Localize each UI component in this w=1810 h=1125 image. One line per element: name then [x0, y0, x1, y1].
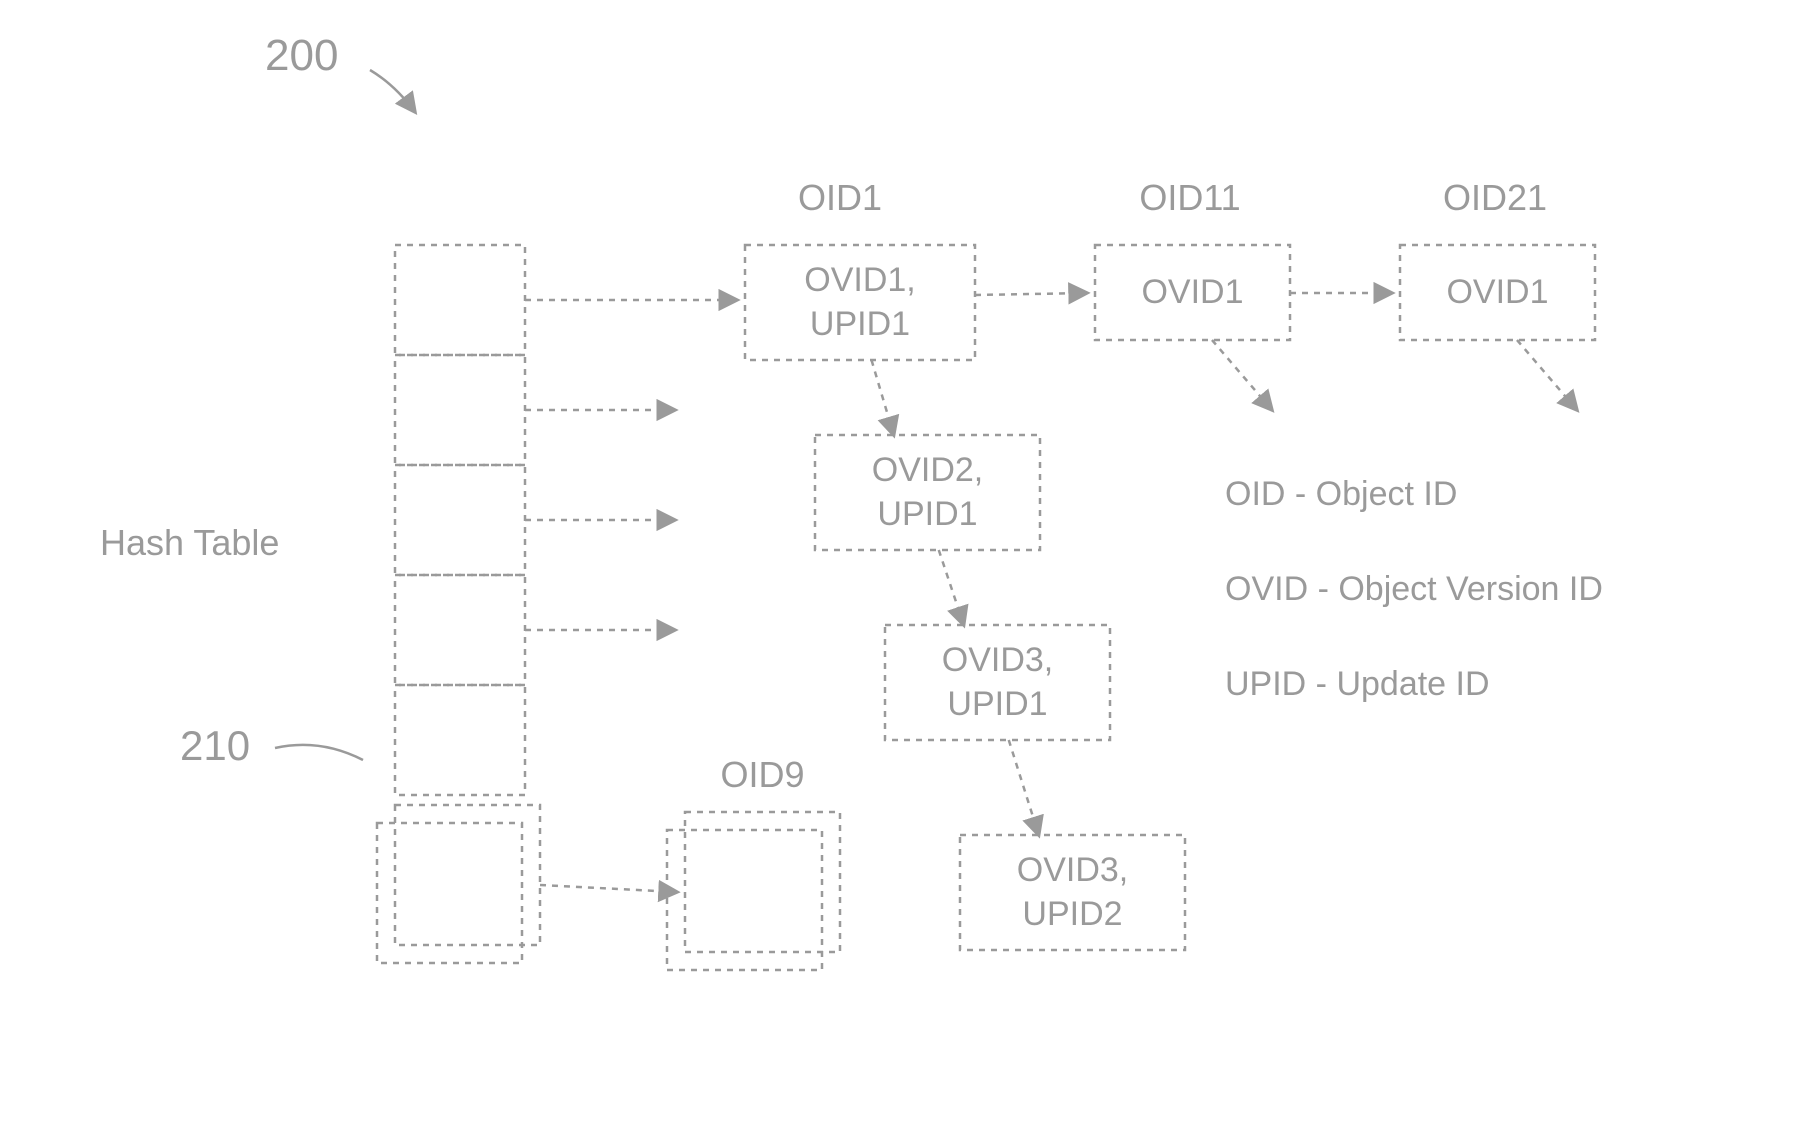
hash-slot	[395, 465, 525, 575]
oid9-box	[667, 830, 822, 970]
version-line1: OVID3,	[942, 641, 1053, 679]
hash-slot	[395, 355, 525, 465]
hash-slot	[395, 685, 525, 795]
legend-item: OID - Object ID	[1225, 475, 1457, 513]
chain-arrow-2	[1009, 740, 1039, 835]
hash-table-diagram: 200 OID1 OID11 OID21 Hash Table 210 OVID1, UPID…	[0, 0, 1810, 1125]
oid9-box	[685, 812, 840, 952]
oid21-dangle	[1517, 340, 1577, 410]
oid21-label: OID21	[1443, 177, 1547, 218]
version-line1: OVID1,	[804, 261, 915, 299]
ref-210-squiggle	[275, 745, 363, 760]
hash-overflow	[377, 823, 522, 963]
hash-overflow	[395, 805, 540, 945]
oid9-label: OID9	[720, 754, 804, 795]
oid1-label: OID1	[798, 177, 882, 218]
arrow-to-oid9	[540, 885, 677, 892]
version-line1: OVID3,	[1017, 851, 1128, 889]
legend-item: OVID - Object Version ID	[1225, 570, 1603, 608]
hash-table-label: Hash Table	[100, 522, 279, 563]
version-line2: UPID1	[947, 685, 1047, 723]
oid11-text: OVID1	[1141, 273, 1243, 311]
legend-item: UPID - Update ID	[1225, 665, 1490, 703]
ref-210: 210	[180, 722, 250, 769]
version-line2: UPID1	[877, 495, 977, 533]
oid21-text: OVID1	[1446, 273, 1548, 311]
chain-arrow-0	[872, 360, 894, 435]
oid11-label: OID11	[1139, 177, 1240, 218]
figure-number: 200	[265, 31, 338, 80]
arrow-oid1-oid11	[975, 293, 1087, 295]
chain-arrow-1	[939, 550, 964, 625]
hash-slot	[395, 245, 525, 355]
hash-slot	[395, 575, 525, 685]
version-line2: UPID1	[810, 305, 910, 343]
figure-arrow	[370, 70, 415, 112]
oid11-dangle	[1212, 340, 1272, 410]
version-line2: UPID2	[1022, 895, 1122, 933]
version-line1: OVID2,	[872, 451, 983, 489]
